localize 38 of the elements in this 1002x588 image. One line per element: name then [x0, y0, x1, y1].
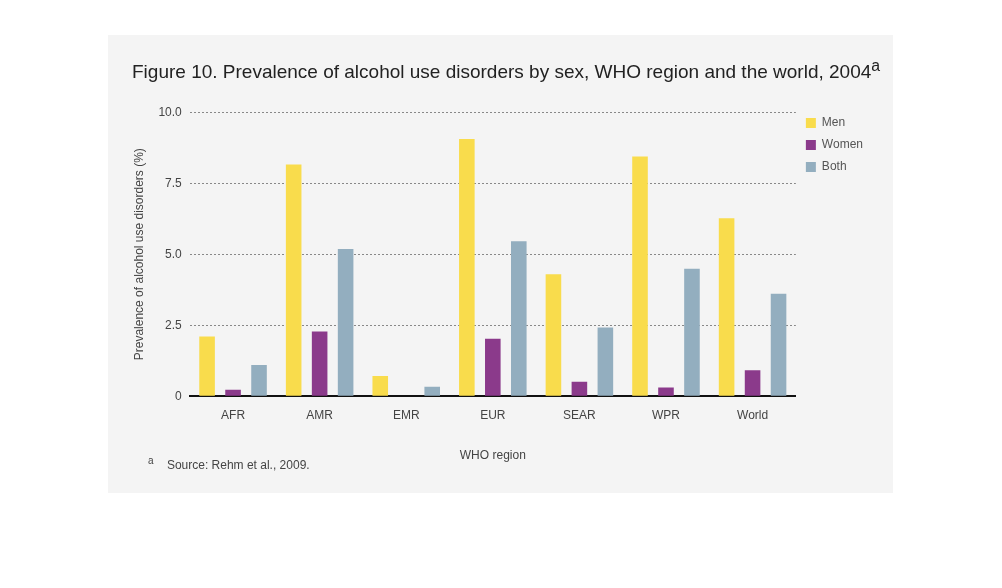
y-tick-label: 0 — [175, 388, 183, 403]
x-axis-title: WHO region — [459, 448, 526, 463]
y-tick-label: 7.5 — [165, 175, 183, 190]
bar — [251, 364, 267, 396]
x-tick-label: EMR — [392, 407, 420, 422]
bar — [424, 386, 440, 396]
legend-label: Both — [821, 159, 847, 174]
bar — [597, 327, 614, 396]
bar — [337, 249, 354, 396]
bar — [684, 268, 700, 396]
bar — [744, 370, 761, 396]
bar — [511, 241, 527, 396]
bar — [372, 376, 389, 396]
bar — [770, 293, 787, 396]
bar — [658, 387, 674, 396]
y-tick-label: 5.0 — [165, 246, 183, 261]
bar — [545, 274, 562, 396]
x-tick-label: AFR — [221, 407, 246, 422]
y-tick-label: 2.5 — [165, 317, 183, 332]
bar — [571, 381, 588, 396]
bar — [632, 156, 648, 396]
y-axis-title: Prevalence of alcohol use disorders (%) — [131, 148, 146, 361]
bar — [459, 138, 475, 396]
legend-label: Men — [821, 115, 846, 130]
legend-label: Women — [821, 137, 864, 152]
x-tick-label: SEAR — [563, 407, 597, 422]
bar — [718, 218, 735, 396]
bar — [225, 389, 241, 396]
bar — [285, 164, 302, 396]
chart-title: Figure 10. Prevalence of alcohol use disorders by sex, WHO region and the world, 2004$^{a}$ — [132, 57, 881, 84]
y-tick-label: 10.0 — [158, 104, 183, 119]
x-tick-label: WPR — [651, 407, 681, 422]
x-tick-label: EUR — [480, 407, 506, 422]
x-tick-label: AMR — [306, 407, 334, 422]
bar — [199, 336, 215, 396]
bar — [311, 331, 328, 396]
bar — [485, 338, 501, 396]
x-tick-label: World — [737, 407, 769, 422]
